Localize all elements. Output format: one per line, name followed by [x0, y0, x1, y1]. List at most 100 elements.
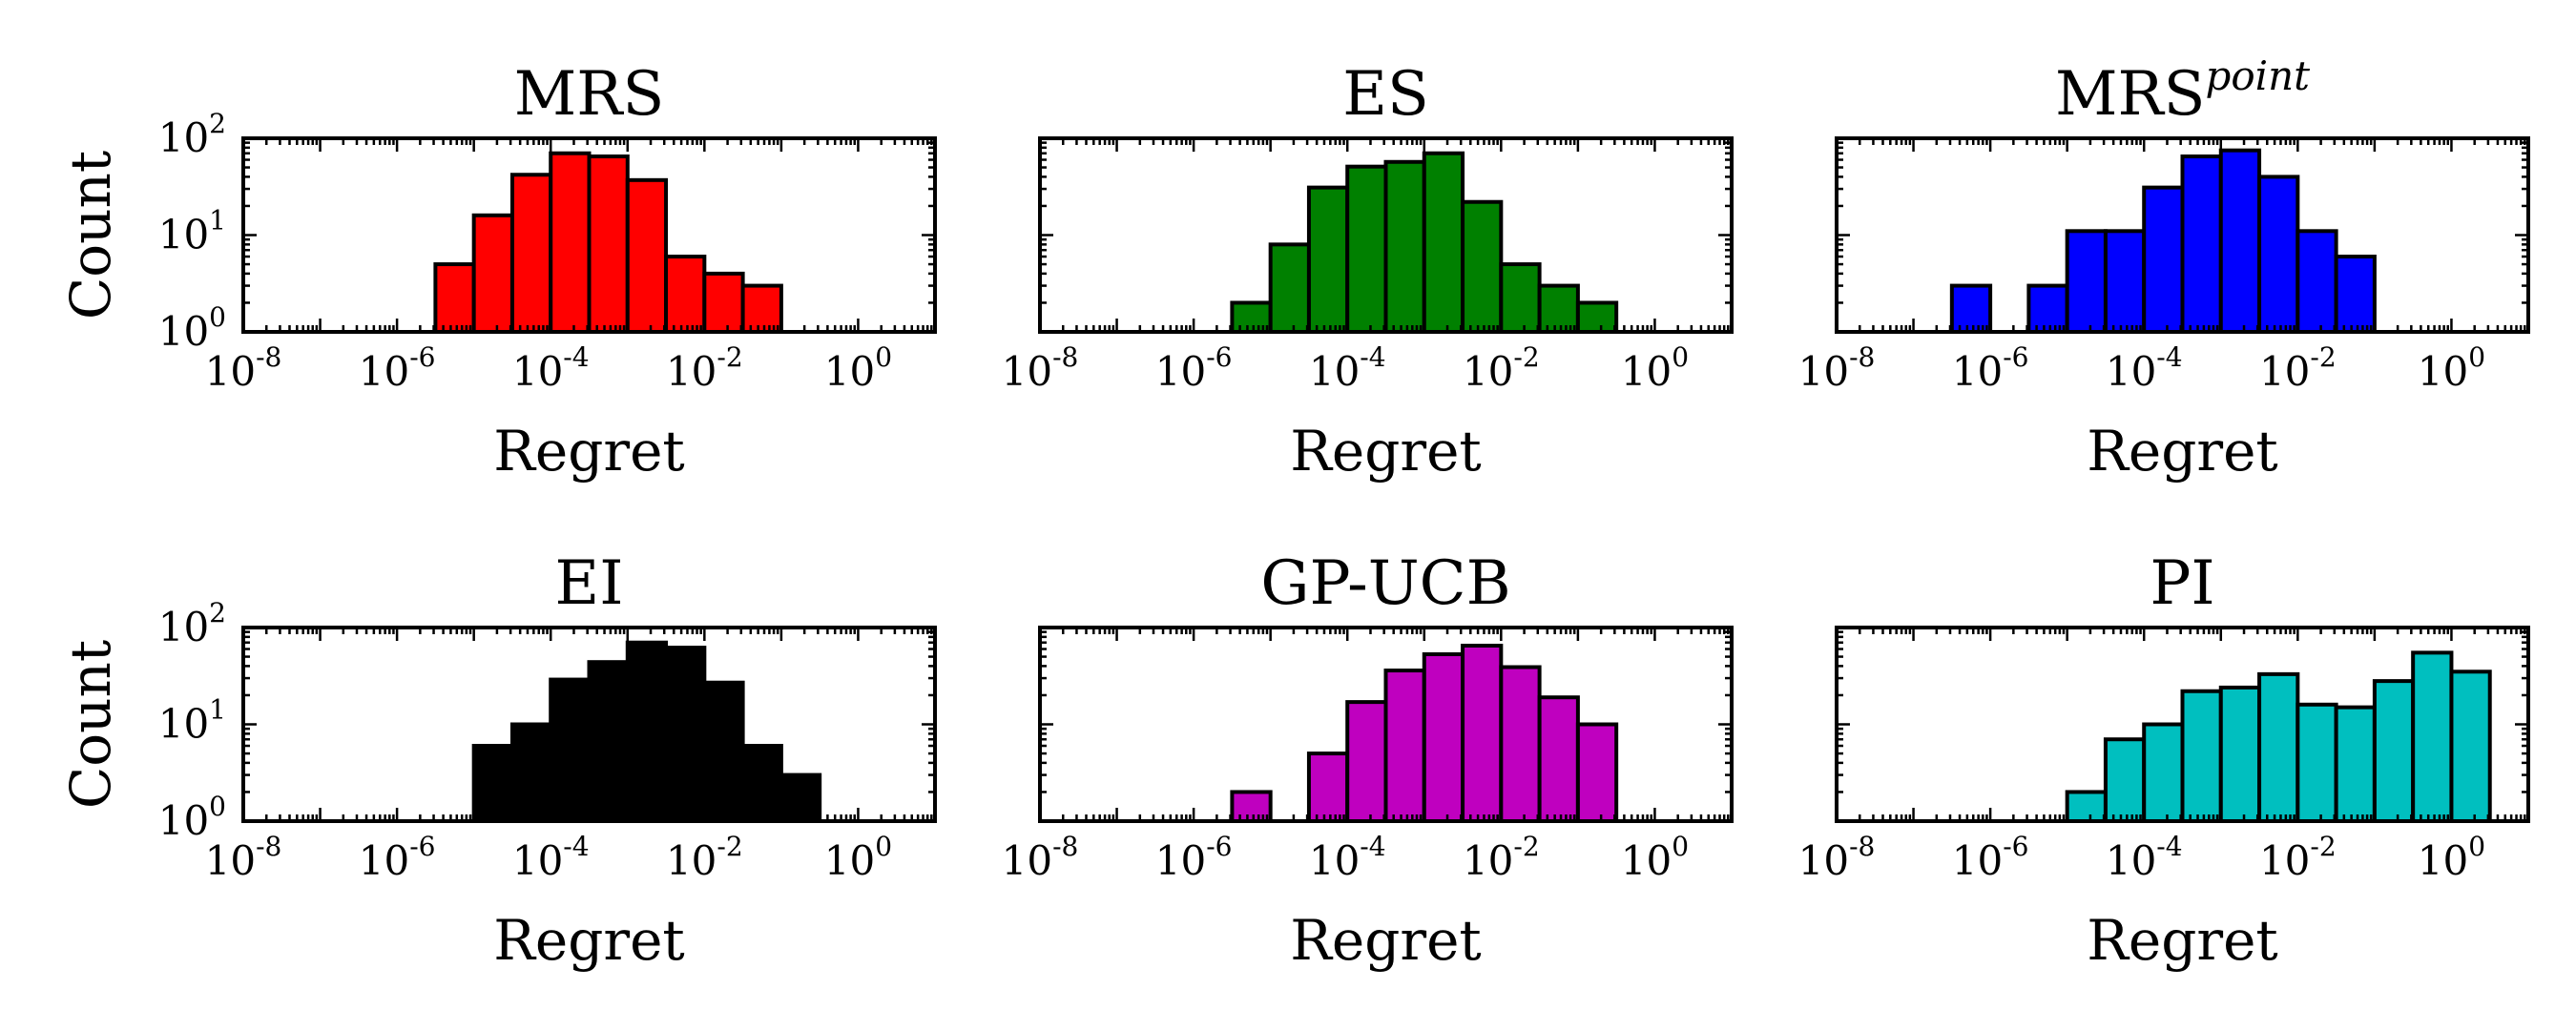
histogram-bar: [1422, 151, 1465, 334]
x-tick-label-base: 10: [205, 348, 256, 395]
x-tick-label: 10-8: [205, 831, 282, 884]
x-tick-label: 10-6: [1952, 831, 2029, 884]
x-tick-label: 100: [2418, 341, 2485, 395]
x-tick-label-exponent: 0: [875, 341, 892, 373]
x-tick-label-base: 10: [2106, 837, 2156, 884]
x-tick-label-base: 10: [1309, 348, 1360, 395]
x-tick-label: 10-4: [2106, 341, 2183, 395]
x-tick-label-base: 10: [2259, 837, 2310, 884]
axes-frame: [241, 136, 937, 334]
histogram-bar: [2180, 154, 2223, 334]
y-tick-label: 100: [158, 791, 226, 844]
histogram-bar: [2411, 650, 2454, 824]
x-tick-label-exponent: 0: [875, 831, 892, 862]
x-tick-label-base: 10: [666, 348, 717, 395]
x-tick-label-exponent: -8: [1849, 831, 1875, 862]
histogram-bar: [1230, 300, 1273, 335]
x-tick-label-exponent: -6: [2003, 341, 2028, 373]
x-axis-label: Regret: [1290, 908, 1481, 973]
panel-title-text: ES: [1342, 59, 1429, 130]
x-tick-label: 10-6: [1155, 341, 1233, 395]
histogram-bar: [433, 262, 476, 334]
histogram-bar: [625, 177, 669, 334]
x-tick-label-base: 10: [2259, 348, 2310, 395]
x-axis-label: Regret: [493, 419, 684, 484]
histogram-bar: [2103, 229, 2147, 334]
histogram-bar: [625, 640, 669, 823]
panel-title-text: MRS: [2055, 59, 2206, 130]
x-tick-label-exponent: -8: [1052, 831, 1078, 862]
x-tick-label: 10-2: [1463, 831, 1540, 884]
histogram-bar: [2334, 255, 2377, 334]
histogram-bar: [740, 283, 783, 335]
x-tick-label: 10-2: [666, 831, 743, 884]
x-tick-label-exponent: -2: [1513, 341, 1539, 373]
x-tick-label-base: 10: [824, 837, 875, 884]
x-tick-label-base: 10: [1621, 837, 1672, 884]
histogram-bar: [2372, 679, 2416, 823]
x-tick-label: 100: [1621, 341, 1689, 395]
histogram-bar: [471, 744, 514, 823]
histogram-bar: [702, 680, 745, 823]
histogram-bar: [1575, 722, 1619, 823]
x-tick-label-base: 10: [824, 348, 875, 395]
y-tick-label: 101: [158, 205, 226, 258]
histogram-bar: [702, 271, 745, 334]
panel-title-text: GP-UCB: [1260, 548, 1510, 619]
x-tick-label: 100: [2418, 831, 2485, 884]
histogram-bar: [2065, 790, 2108, 823]
histogram-bar: [549, 677, 592, 823]
histogram-bar: [2257, 671, 2300, 824]
x-tick-label-base: 10: [2418, 837, 2468, 884]
x-tick-label: 10-4: [1309, 831, 1386, 884]
panel-title: PI: [2150, 548, 2214, 619]
histogram-bar: [779, 772, 822, 824]
x-axis-label: Regret: [493, 908, 684, 973]
x-tick-label-exponent: -8: [1849, 341, 1875, 373]
x-axis-label: Regret: [1290, 419, 1481, 484]
x-tick-label-base: 10: [205, 837, 256, 884]
x-tick-label-exponent: -6: [1206, 341, 1232, 373]
y-tick-label-base: 10: [158, 701, 209, 748]
histogram-bar: [549, 151, 592, 334]
x-tick-label: 10-2: [2259, 831, 2337, 884]
histogram-bar: [1461, 643, 1504, 824]
x-tick-label: 10-8: [1002, 341, 1079, 395]
histogram-bar: [1345, 700, 1388, 823]
y-tick-label-base: 10: [158, 604, 209, 650]
x-tick-label: 10-6: [359, 341, 436, 395]
histogram-bar: [1499, 665, 1542, 824]
x-tick-label-exponent: -2: [2310, 341, 2336, 373]
histogram-bar: [2296, 229, 2338, 334]
histogram-bar: [2142, 185, 2185, 334]
x-tick-label-base: 10: [1952, 837, 2003, 884]
x-tick-label-base: 10: [1155, 348, 1206, 395]
y-tick-label-base: 10: [158, 797, 209, 844]
panel-title-text: EI: [555, 548, 624, 619]
x-tick-label: 10-8: [1798, 831, 1876, 884]
histogram-bar: [1383, 669, 1426, 823]
histogram-bar: [1345, 164, 1388, 334]
y-tick-label: 102: [158, 597, 226, 650]
x-tick-label: 10-4: [512, 831, 590, 884]
histogram-bar: [587, 660, 630, 824]
histogram-bar: [1268, 242, 1311, 334]
x-tick-label: 10-8: [1798, 341, 1876, 395]
histogram-bar: [1383, 159, 1426, 334]
x-tick-label: 10-8: [205, 341, 282, 395]
y-tick-label-base: 10: [158, 114, 209, 161]
x-tick-label: 10-6: [1952, 341, 2029, 395]
x-tick-label: 10-4: [2106, 831, 2183, 884]
x-tick-label-base: 10: [359, 837, 409, 884]
x-tick-label-exponent: 0: [1672, 831, 1689, 862]
x-tick-label-exponent: -4: [2156, 341, 2182, 373]
y-tick-label: 100: [158, 301, 226, 355]
x-tick-label: 10-4: [512, 341, 590, 395]
y-tick-label-base: 10: [158, 212, 209, 258]
x-tick-label: 100: [1621, 831, 1689, 884]
